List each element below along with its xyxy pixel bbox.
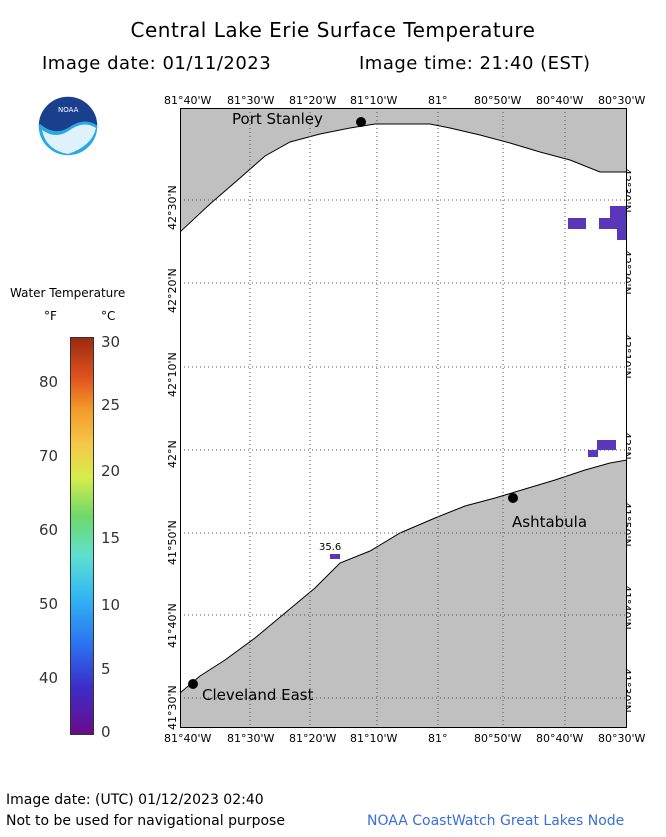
disclaimer: Not to be used for navigational purpose <box>6 813 285 829</box>
noaa-logo: NOAA <box>36 94 100 158</box>
top-tick-label: 81°30'W <box>227 94 275 107</box>
image-date: Image date: 01/11/2023 <box>42 53 272 74</box>
scale-c-tick: 15 <box>101 529 121 547</box>
ashtabula-marker <box>508 493 518 503</box>
scale-c-tick: 25 <box>101 396 121 414</box>
legend-title: Water Temperature <box>10 286 126 300</box>
scale-f-tick: 60 <box>39 521 59 539</box>
scale-c-tick: 20 <box>101 462 121 480</box>
lake-erie-map <box>180 108 627 728</box>
north-shore-land <box>180 108 627 233</box>
top-tick-label: 80°50'W <box>474 94 522 107</box>
utc-date: Image date: (UTC) 01/12/2023 02:40 <box>6 792 264 808</box>
ashtabula-label: Ashtabula <box>512 513 588 531</box>
left-lat-label: 41°50'N <box>166 520 179 565</box>
scale-c-tick: 5 <box>101 660 111 678</box>
cleveland-east-marker <box>188 679 198 689</box>
top-tick-label: 81° <box>428 94 448 107</box>
left-lat-label: 42°30'N <box>166 185 179 230</box>
top-tick-label: 80°40'W <box>536 94 584 107</box>
left-lat-label: 41°30'N <box>166 685 179 730</box>
color-scale-bar <box>70 337 94 735</box>
left-lat-label: 41°40'N <box>166 603 179 648</box>
top-tick-label: 81°20'W <box>289 94 337 107</box>
noaa-logo-text: NOAA <box>58 106 79 114</box>
bottom-tick-label: 81°20'W <box>289 732 337 745</box>
bottom-tick-label: 81°40'W <box>164 732 212 745</box>
left-lat-label: 42°20'N <box>166 268 179 313</box>
map-frame <box>180 108 627 728</box>
bottom-tick-label: 80°50'W <box>474 732 522 745</box>
scale-f-tick: 50 <box>39 595 59 613</box>
top-tick-label: 81°10'W <box>350 94 398 107</box>
top-tick-label: 81°40'W <box>164 94 212 107</box>
bottom-tick-label: 80°40'W <box>536 732 584 745</box>
legend-unit-f: °F <box>44 309 57 323</box>
port-stanley-label: Port Stanley <box>232 110 323 128</box>
bottom-tick-label: 81°30'W <box>227 732 275 745</box>
legend-unit-c: °C <box>101 309 116 323</box>
bottom-tick-label: 81°10'W <box>350 732 398 745</box>
scale-f-tick: 40 <box>39 669 59 687</box>
image-time: Image time: 21:40 (EST) <box>359 53 591 74</box>
scale-c-tick: 10 <box>101 596 121 614</box>
map-title: Central Lake Erie Surface Temperature <box>130 18 536 42</box>
left-lat-label: 42°10'N <box>166 352 179 397</box>
top-tick-label: 80°30'W <box>598 94 646 107</box>
scale-f-tick: 70 <box>39 447 59 465</box>
graticule <box>180 108 627 728</box>
scale-f-tick: 80 <box>39 373 59 391</box>
left-lat-label: 42°N <box>166 440 179 468</box>
temperature-annotation: 35.6 <box>319 542 342 553</box>
cleveland-east-label: Cleveland East <box>202 686 314 704</box>
bottom-tick-label: 80°30'W <box>598 732 646 745</box>
scale-c-tick: 0 <box>101 723 111 741</box>
credit-link[interactable]: NOAA CoastWatch Great Lakes Node <box>367 813 625 829</box>
bottom-tick-label: 81° <box>428 732 448 745</box>
port-stanley-marker <box>356 117 366 127</box>
south-shore-land <box>180 459 627 728</box>
cold-water-pixels <box>330 206 627 559</box>
scale-c-tick: 30 <box>101 333 121 351</box>
